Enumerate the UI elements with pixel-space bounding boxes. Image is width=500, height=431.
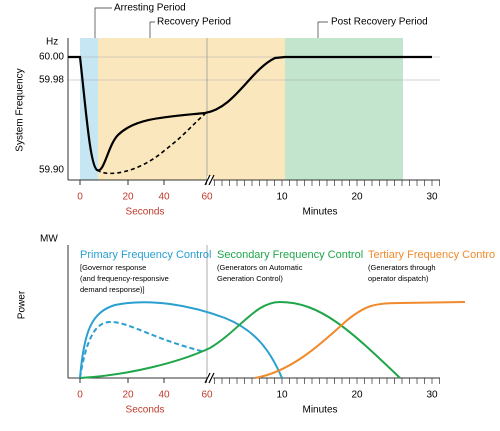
y-axis-title: System Frequency xyxy=(15,68,26,151)
x-tick-label: 40 xyxy=(158,192,170,203)
frequency-curve-dashed xyxy=(96,113,206,175)
x-tick-label: 60 xyxy=(201,390,213,401)
x-tick-label: 10 xyxy=(276,192,288,203)
axis-title: Minutes xyxy=(302,405,337,416)
secondary-curve xyxy=(79,300,401,379)
unit: MW xyxy=(40,234,58,245)
label: Post Recovery Period xyxy=(331,17,428,28)
tertiary-curve xyxy=(254,301,466,379)
y-axis-title: Power xyxy=(17,290,28,319)
axis-title: Minutes xyxy=(302,207,337,218)
title: Secondary Frequency Control xyxy=(217,249,363,261)
x-tick-label: 20 xyxy=(122,192,134,203)
leader xyxy=(94,7,112,38)
label: Recovery Period xyxy=(157,17,231,28)
x-tick-label: 20 xyxy=(122,390,134,401)
x-tick-label: 0 xyxy=(77,192,83,203)
note: operator dispatch) xyxy=(368,274,429,283)
axis-title: Seconds xyxy=(126,405,165,416)
break-mark xyxy=(208,174,215,186)
arresting-band xyxy=(80,38,98,180)
y-tick-label: 60.00 xyxy=(39,52,64,63)
note: [Governor response xyxy=(80,263,146,272)
leader xyxy=(317,21,328,38)
note: (Generators through xyxy=(368,263,436,272)
axis-title: Seconds xyxy=(126,207,165,218)
note: (and frequency-responsive xyxy=(80,274,169,283)
break-mark xyxy=(204,174,211,186)
recovery-band xyxy=(98,38,285,180)
post-recovery-band xyxy=(285,38,403,180)
x-tick-label: 0 xyxy=(77,390,83,401)
y-tick-label: 59.90 xyxy=(39,165,64,176)
x-tick-label: 60 xyxy=(201,192,213,203)
label: Arresting Period xyxy=(114,3,186,14)
unit: Hz xyxy=(46,37,58,48)
axis-break xyxy=(207,374,213,384)
x-tick-label: 30 xyxy=(426,192,438,203)
x-tick-label: 30 xyxy=(426,390,438,401)
title: Primary Frequency Control xyxy=(80,249,211,261)
x-tick-label: 20 xyxy=(351,192,363,203)
y-tick-label: 59.98 xyxy=(39,75,64,86)
leader xyxy=(149,21,155,38)
title: Tertiary Frequency Contro xyxy=(368,249,495,261)
frequency-curve xyxy=(68,55,432,172)
note: (Generators on Automatic xyxy=(217,263,303,272)
axis-break xyxy=(207,176,213,186)
primary-curve xyxy=(79,301,283,379)
x-tick-label: 20 xyxy=(351,390,363,401)
note: Generation Control) xyxy=(217,274,283,283)
primary-curve-dashed xyxy=(79,320,206,379)
x-tick-label: 10 xyxy=(276,390,288,401)
note: demand response)] xyxy=(80,285,145,294)
x-tick-label: 40 xyxy=(158,390,170,401)
break-mark xyxy=(204,372,211,384)
break-mark xyxy=(208,372,215,384)
